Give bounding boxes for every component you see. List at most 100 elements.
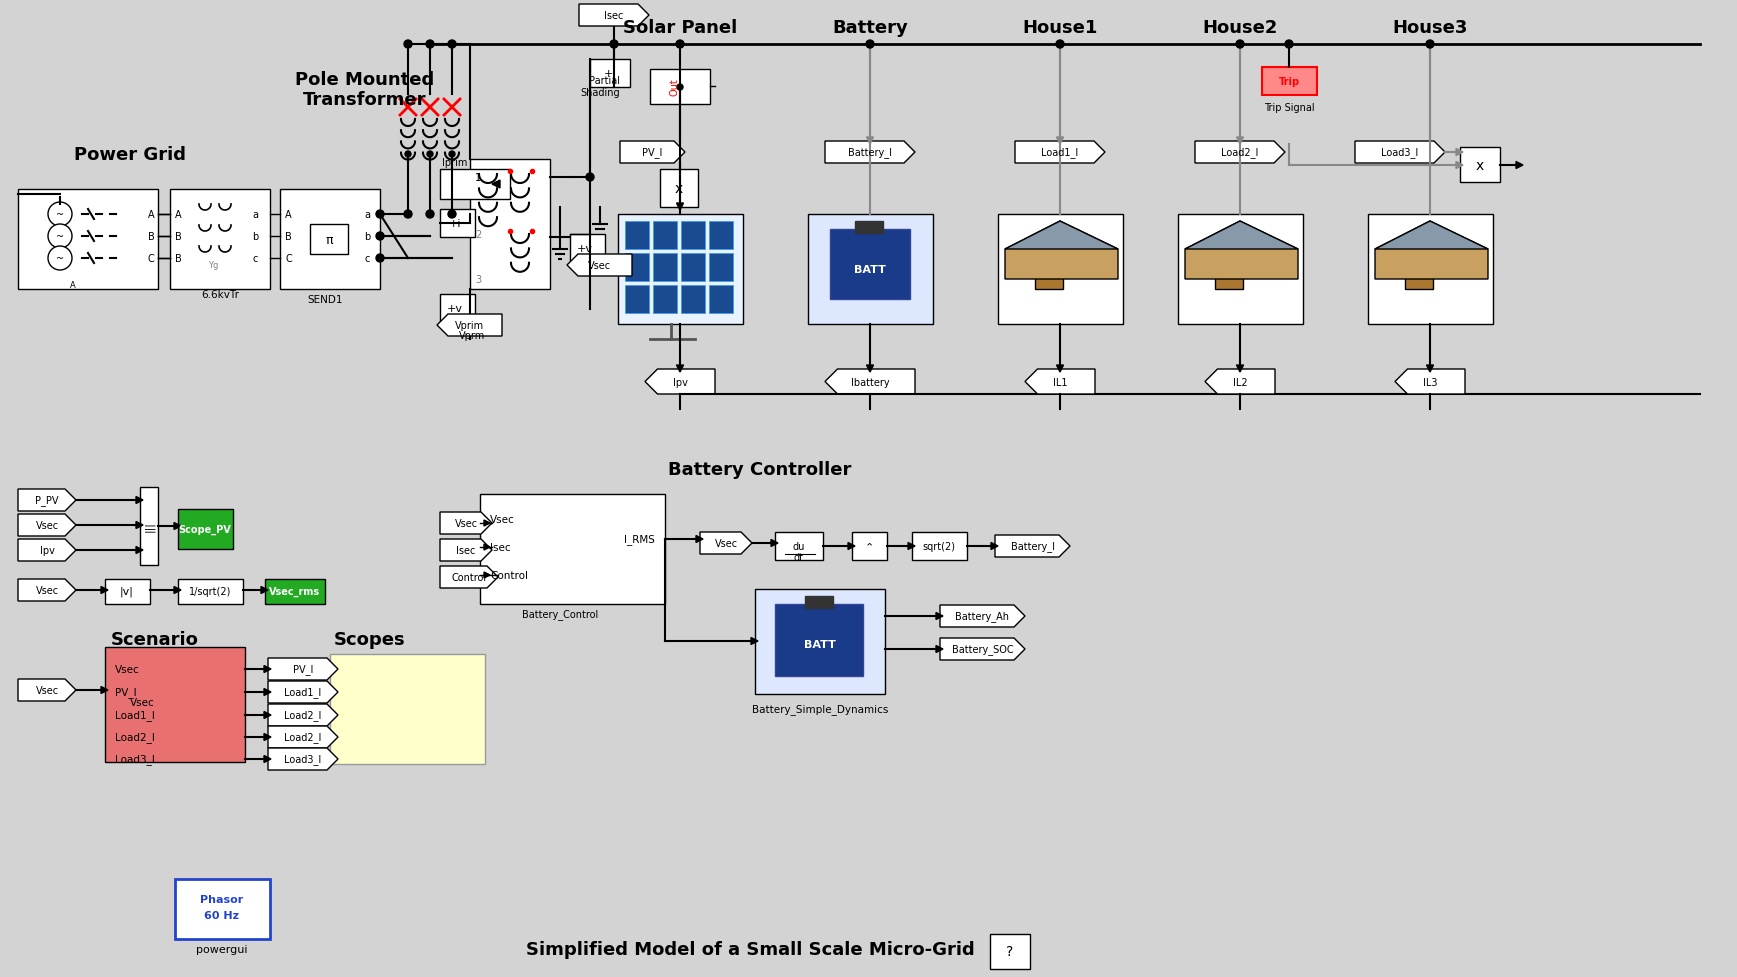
Text: x: x [676,182,683,195]
Text: B: B [175,254,182,264]
Text: Power Grid: Power Grid [75,146,186,164]
Text: π: π [325,234,334,246]
Text: Load1_I: Load1_I [115,710,155,721]
Circle shape [375,255,384,263]
Polygon shape [264,689,271,696]
Polygon shape [264,665,271,673]
Bar [709,222,733,250]
Text: BATT: BATT [804,639,835,650]
Text: Scenario: Scenario [111,630,200,649]
Polygon shape [936,613,943,619]
Circle shape [405,211,412,219]
Polygon shape [17,679,76,701]
Bar [625,254,650,281]
Polygon shape [578,5,650,27]
Polygon shape [1237,365,1244,372]
Text: Load3_I: Load3_I [115,754,155,765]
Text: Control: Control [452,573,486,582]
Text: Battery_Ah: Battery_Ah [955,611,1009,621]
Circle shape [49,203,71,227]
Text: powergui: powergui [196,944,248,954]
Bar [830,230,910,300]
Text: Ipv: Ipv [40,545,54,556]
Text: Vsec: Vsec [587,261,611,271]
Text: Yg: Yg [208,260,219,270]
Text: BATT: BATT [855,265,886,275]
Bar [808,215,933,324]
Bar [1461,148,1501,183]
Text: House1: House1 [1023,19,1098,37]
Polygon shape [1395,369,1464,395]
Polygon shape [750,638,757,645]
Text: ~: ~ [56,210,64,220]
Circle shape [49,247,71,271]
Text: Battery_SOC: Battery_SOC [952,644,1013,655]
Text: |||: ||| [144,521,155,531]
Polygon shape [485,521,490,527]
Bar [170,190,269,290]
Polygon shape [101,687,108,694]
Text: A: A [69,280,76,289]
Polygon shape [17,579,76,602]
Text: 60 Hz: 60 Hz [205,910,240,920]
Bar [756,589,884,695]
Circle shape [49,225,71,249]
Text: Load1_I: Load1_I [1042,148,1079,158]
Text: ?: ? [1006,944,1014,958]
Text: A: A [175,210,182,220]
Bar [104,579,149,605]
Text: Battery_I: Battery_I [848,148,893,158]
Polygon shape [825,369,915,395]
Text: Vprim: Vprim [455,320,485,330]
Polygon shape [1426,365,1433,372]
Polygon shape [174,523,181,530]
Polygon shape [566,255,632,276]
Text: 6.6kvTr: 6.6kvTr [201,290,240,300]
Bar [625,222,650,250]
Bar [471,160,551,290]
Text: b: b [363,232,370,241]
Bar [330,655,485,764]
Polygon shape [771,540,778,547]
Text: Load2_I: Load2_I [285,732,321,743]
Text: SEND1: SEND1 [307,295,342,305]
Bar [1178,215,1303,324]
Polygon shape [439,567,499,588]
Bar [1035,255,1063,290]
Bar [853,532,888,561]
Bar [591,60,631,88]
Text: Vsec: Vsec [35,685,59,696]
Text: PV_I: PV_I [294,663,313,675]
Text: Vprm: Vprm [459,330,485,341]
Polygon shape [135,522,142,529]
Text: I_RMS: I_RMS [624,534,655,545]
Bar [709,285,733,314]
Bar [618,215,743,324]
Bar [650,70,710,105]
Polygon shape [1355,142,1445,164]
Polygon shape [867,365,874,372]
Text: +i: +i [448,219,462,229]
Bar [104,648,245,762]
Polygon shape [1185,222,1298,279]
Polygon shape [17,489,76,512]
Text: sqrt(2): sqrt(2) [922,541,955,551]
Text: C: C [285,254,292,264]
Polygon shape [1376,222,1489,279]
Text: a: a [365,210,370,220]
Polygon shape [936,646,943,653]
Circle shape [426,211,434,219]
Circle shape [405,151,412,158]
Text: PV_I: PV_I [115,687,137,698]
Bar [141,488,158,566]
Polygon shape [1456,162,1463,169]
Bar [280,190,380,290]
Bar [1405,255,1433,290]
Polygon shape [17,539,76,562]
Text: B: B [285,232,292,241]
Bar [681,285,705,314]
Polygon shape [1014,142,1105,164]
Polygon shape [1006,222,1119,279]
Polygon shape [1376,222,1489,250]
Polygon shape [940,606,1025,627]
